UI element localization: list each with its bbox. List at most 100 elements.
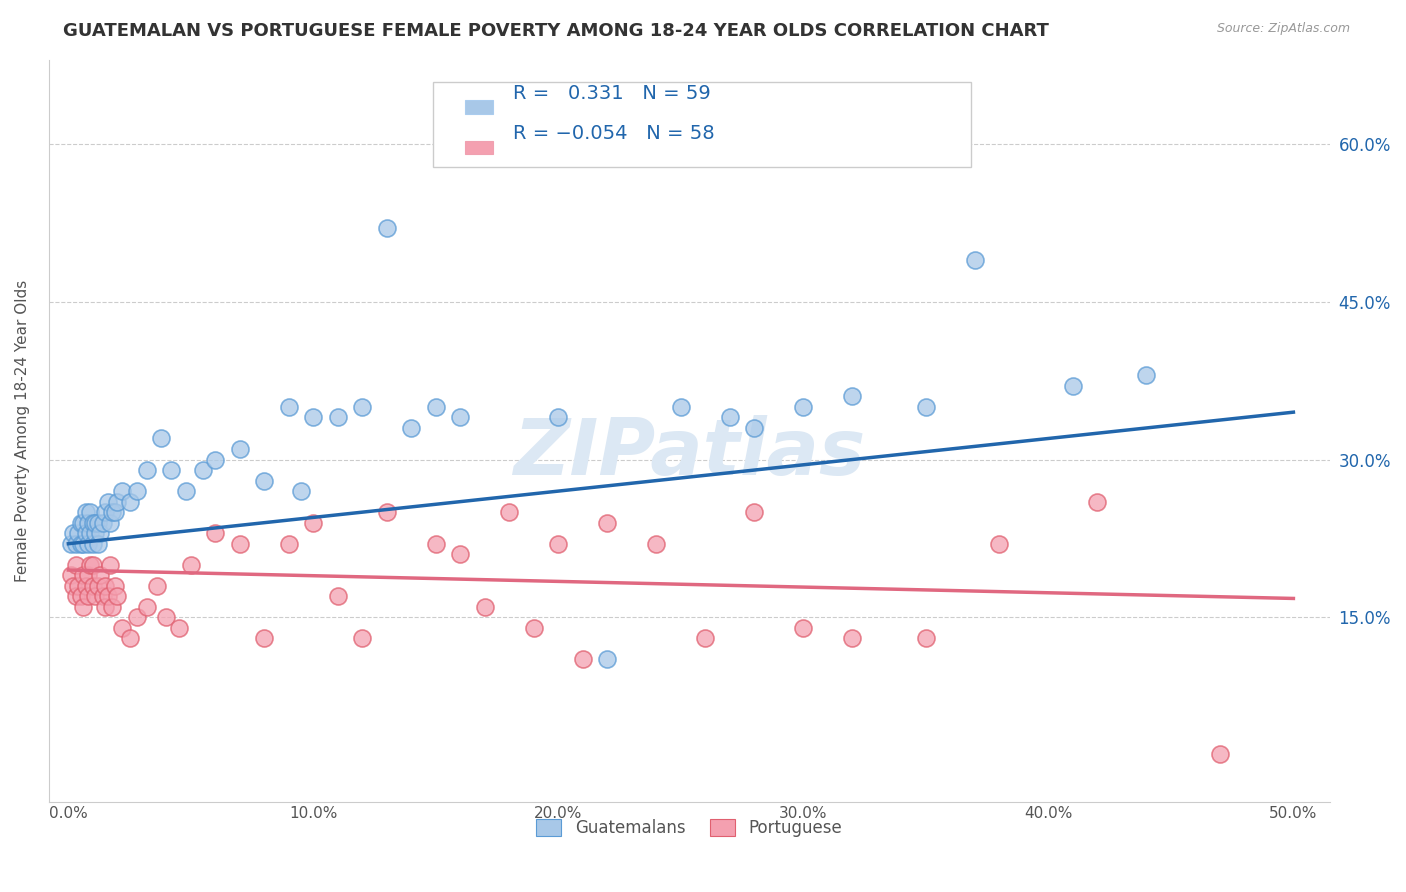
Point	[84, 590, 107, 604]
Point	[174, 484, 197, 499]
Point	[125, 610, 148, 624]
Point	[547, 410, 569, 425]
Point	[523, 621, 546, 635]
Point	[1062, 379, 1084, 393]
Point	[98, 558, 121, 572]
Point	[72, 537, 94, 551]
Text: ZIPatlas: ZIPatlas	[513, 415, 866, 491]
Point	[180, 558, 202, 572]
Point	[87, 537, 110, 551]
Point	[326, 410, 349, 425]
Point	[65, 590, 87, 604]
Point	[72, 599, 94, 614]
Point	[118, 632, 141, 646]
FancyBboxPatch shape	[465, 141, 494, 154]
Point	[77, 537, 100, 551]
Point	[145, 579, 167, 593]
Point	[1209, 747, 1232, 762]
Point	[572, 652, 595, 666]
Point	[191, 463, 214, 477]
Point	[79, 526, 101, 541]
Point	[82, 537, 104, 551]
Point	[104, 579, 127, 593]
Point	[425, 537, 447, 551]
Point	[375, 505, 398, 519]
Point	[449, 547, 471, 561]
Point	[111, 484, 134, 499]
Point	[596, 516, 619, 530]
Point	[96, 590, 118, 604]
Point	[988, 537, 1011, 551]
Text: R = −0.054   N = 58: R = −0.054 N = 58	[513, 124, 714, 143]
Point	[302, 516, 325, 530]
Point	[111, 621, 134, 635]
Point	[89, 526, 111, 541]
Point	[253, 632, 276, 646]
Point	[744, 421, 766, 435]
Point	[792, 400, 814, 414]
Point	[96, 494, 118, 508]
Point	[59, 568, 82, 582]
Point	[94, 599, 117, 614]
Point	[72, 568, 94, 582]
Point	[1135, 368, 1157, 383]
Text: GUATEMALAN VS PORTUGUESE FEMALE POVERTY AMONG 18-24 YEAR OLDS CORRELATION CHART: GUATEMALAN VS PORTUGUESE FEMALE POVERTY …	[63, 22, 1049, 40]
Legend: Guatemalans, Portuguese: Guatemalans, Portuguese	[529, 810, 851, 846]
Point	[104, 505, 127, 519]
Point	[118, 494, 141, 508]
Point	[98, 516, 121, 530]
Point	[75, 505, 97, 519]
Point	[69, 516, 91, 530]
Point	[669, 400, 692, 414]
Point	[135, 463, 157, 477]
Point	[82, 516, 104, 530]
Point	[841, 389, 863, 403]
Point	[277, 537, 299, 551]
Point	[87, 579, 110, 593]
Point	[82, 558, 104, 572]
Point	[547, 537, 569, 551]
FancyBboxPatch shape	[433, 82, 972, 167]
Point	[1087, 494, 1109, 508]
Point	[82, 579, 104, 593]
Point	[77, 568, 100, 582]
Point	[277, 400, 299, 414]
Point	[69, 590, 91, 604]
Point	[204, 452, 226, 467]
Point	[744, 505, 766, 519]
Point	[105, 494, 128, 508]
Point	[229, 537, 252, 551]
Point	[167, 621, 190, 635]
Point	[915, 400, 938, 414]
Point	[792, 621, 814, 635]
Point	[290, 484, 312, 499]
Point	[75, 579, 97, 593]
Point	[77, 590, 100, 604]
Point	[841, 632, 863, 646]
Point	[253, 474, 276, 488]
Text: Source: ZipAtlas.com: Source: ZipAtlas.com	[1216, 22, 1350, 36]
Point	[75, 526, 97, 541]
Point	[425, 400, 447, 414]
Point	[160, 463, 183, 477]
Point	[65, 537, 87, 551]
Point	[718, 410, 741, 425]
Point	[155, 610, 177, 624]
Point	[302, 410, 325, 425]
Point	[67, 579, 90, 593]
Point	[352, 400, 374, 414]
Point	[91, 516, 114, 530]
Point	[77, 516, 100, 530]
Point	[135, 599, 157, 614]
Point	[401, 421, 423, 435]
Point	[87, 516, 110, 530]
FancyBboxPatch shape	[465, 101, 494, 114]
Point	[229, 442, 252, 456]
Point	[91, 590, 114, 604]
Point	[125, 484, 148, 499]
Point	[695, 632, 717, 646]
Point	[67, 526, 90, 541]
Text: R =   0.331   N = 59: R = 0.331 N = 59	[513, 84, 710, 103]
Point	[65, 558, 87, 572]
Point	[596, 652, 619, 666]
